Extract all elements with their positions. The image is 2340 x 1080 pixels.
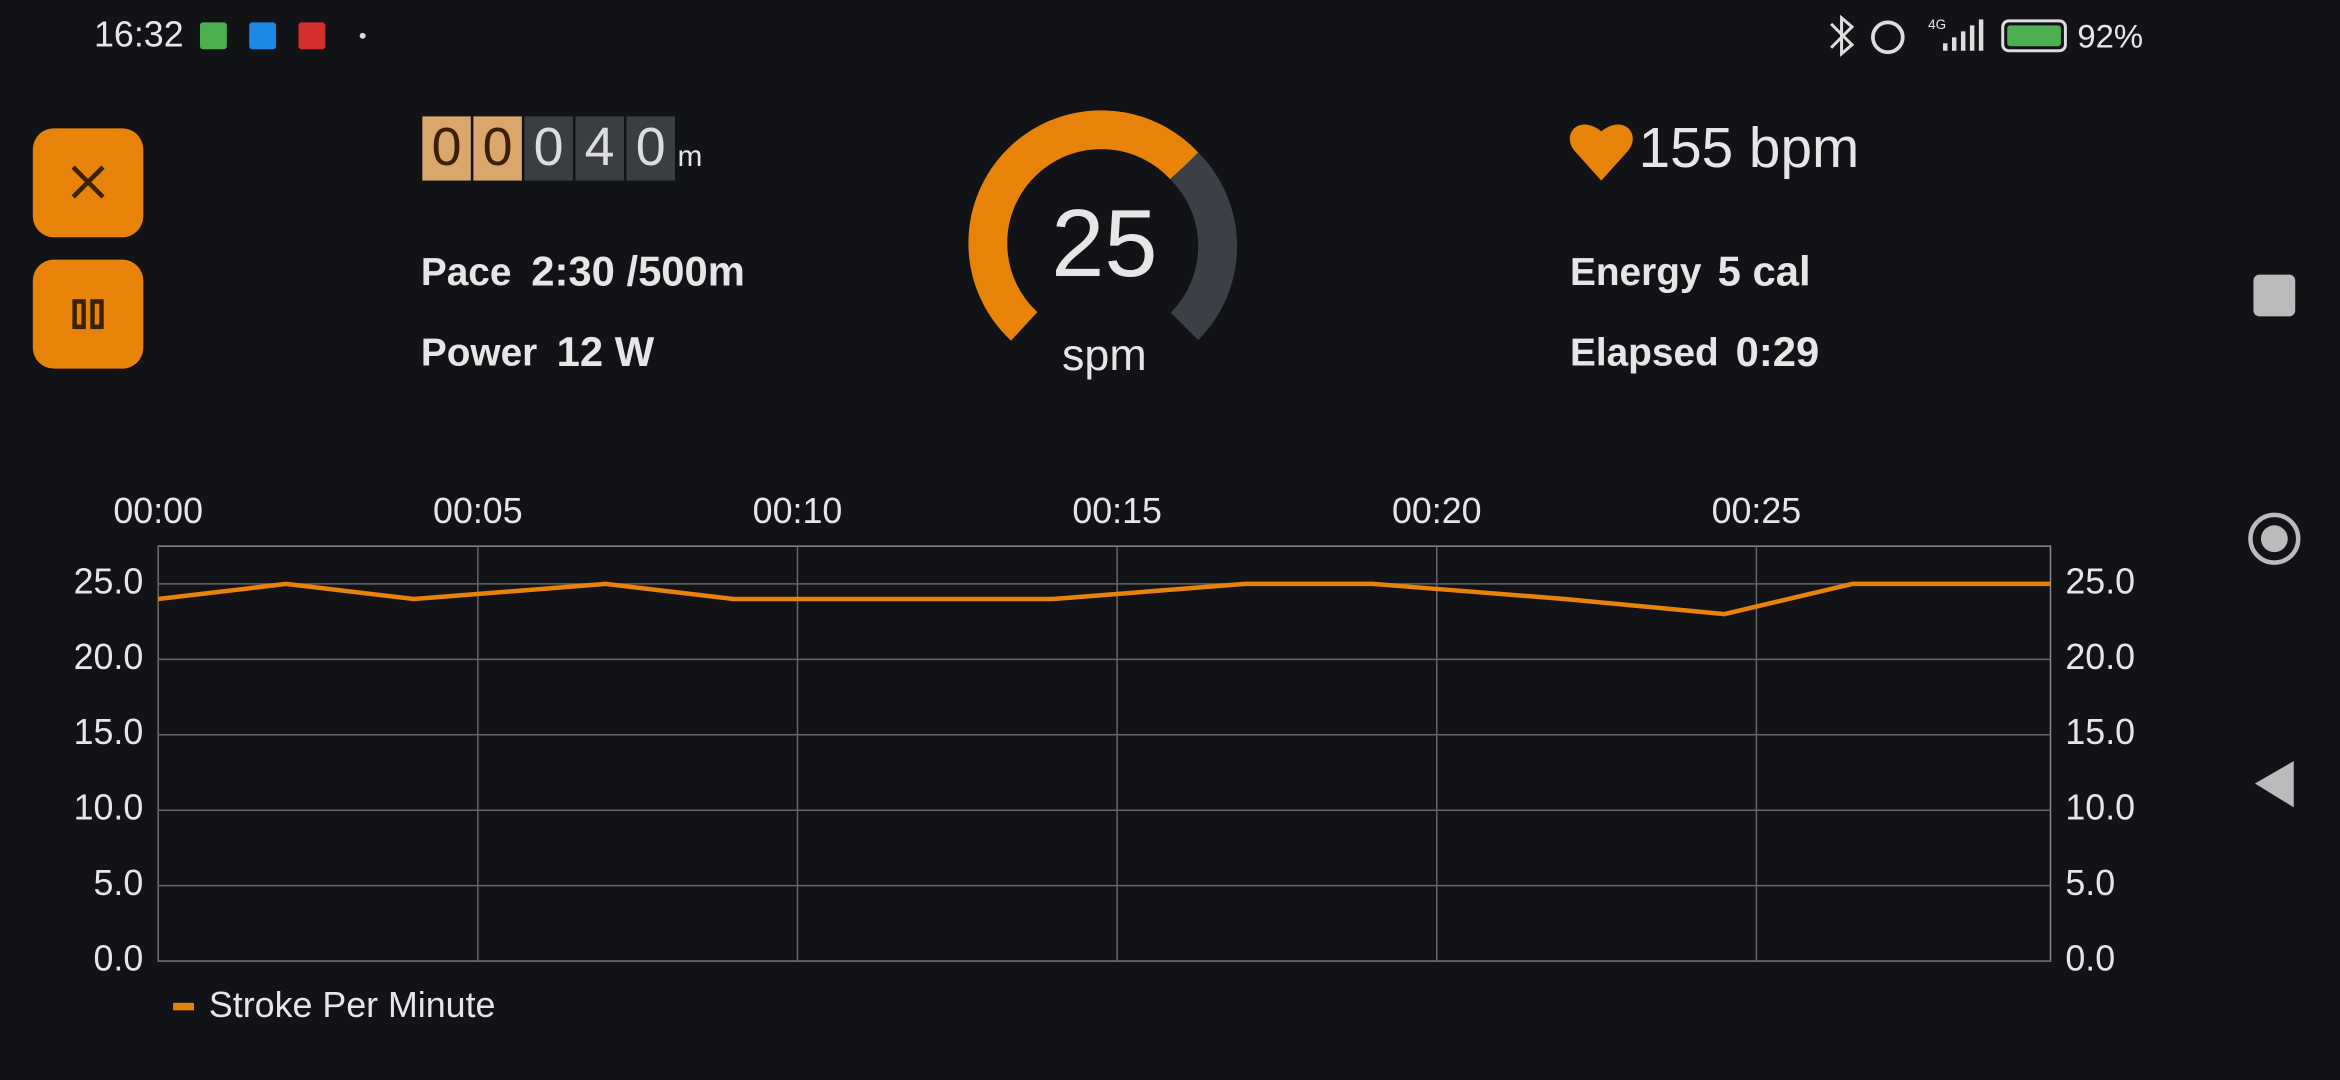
y-tick-label: 10.0 (74, 788, 144, 828)
power-label: Power (421, 331, 537, 374)
power: 12 W (557, 328, 655, 375)
x-tick-label: 00:10 (753, 491, 843, 531)
y-tick-label: 5.0 (93, 863, 143, 903)
heart-icon (1569, 124, 1633, 181)
app-icon (249, 22, 277, 50)
odometer-digit: 0 (432, 117, 462, 177)
odometer-digit: 0 (534, 117, 564, 177)
back-button[interactable] (2254, 761, 2294, 808)
pace-label: Pace (421, 251, 512, 294)
recents-button[interactable] (2253, 274, 2296, 317)
energy: 5 cal (1718, 248, 1811, 295)
clock: 16:32 (94, 15, 184, 55)
y-tick-label: 25.0 (74, 561, 144, 601)
y2-tick-label: 25.0 (2065, 561, 2135, 601)
y-tick-label: 20.0 (74, 637, 144, 677)
distance-unit: m (678, 140, 703, 173)
home-dot (2260, 525, 2288, 553)
odometer-cell (524, 116, 573, 181)
odometer-cell (422, 116, 471, 181)
series-line (157, 581, 2051, 617)
battery-level (2007, 25, 2061, 47)
x-tick-label: 00:20 (1392, 491, 1482, 531)
y2-tick-label: 15.0 (2065, 712, 2135, 752)
y2-tick-label: 10.0 (2065, 788, 2135, 828)
app-icon (298, 22, 326, 50)
legend-label: Stroke Per Minute (209, 985, 496, 1025)
x-tick-label: 00:05 (433, 491, 523, 531)
y-tick-label: 0.0 (93, 939, 143, 979)
odometer-cell (575, 116, 624, 181)
y2-tick-label: 20.0 (2065, 637, 2135, 677)
y2-tick-label: 0.0 (2065, 939, 2115, 979)
odometer-cell (473, 116, 522, 181)
gauge-track (1170, 152, 1237, 341)
energy-label: Energy (1570, 251, 1702, 294)
bluetooth-icon (1830, 14, 1855, 57)
battery-percent: 92% (2077, 17, 2143, 54)
alarm-icon (1871, 20, 1905, 55)
battery-icon (2001, 19, 2067, 53)
stroke-rate: 25 (1051, 191, 1157, 297)
stroke-rate-unit: spm (1062, 330, 1147, 380)
odometer-digit: 0 (636, 117, 666, 177)
gauge-arc (968, 110, 1199, 341)
legend-swatch (173, 1002, 195, 1011)
x-tick-label: 00:15 (1072, 491, 1162, 531)
odometer-digit: 4 (585, 117, 615, 177)
pace: 2:30 /500m (531, 248, 745, 295)
home-button[interactable] (2248, 512, 2301, 565)
pause-button[interactable] (32, 259, 144, 369)
app-icon (199, 22, 227, 50)
close-icon (71, 165, 105, 199)
odometer-digit: 0 (483, 117, 513, 177)
elapsed-label: Elapsed (1570, 331, 1719, 374)
y2-tick-label: 5.0 (2065, 863, 2115, 903)
signal-icon (1943, 19, 1984, 51)
y-tick-label: 15.0 (74, 712, 144, 752)
x-tick-label: 00:25 (1712, 491, 1802, 531)
network-type: 4G (1928, 17, 1946, 32)
odometer-cell (626, 116, 675, 181)
heart-rate: 155 bpm (1639, 117, 1860, 180)
elapsed: 0:29 (1736, 328, 1820, 375)
dot (359, 32, 366, 39)
x-tick-label: 00:00 (113, 491, 203, 531)
pause-icon (72, 299, 104, 330)
